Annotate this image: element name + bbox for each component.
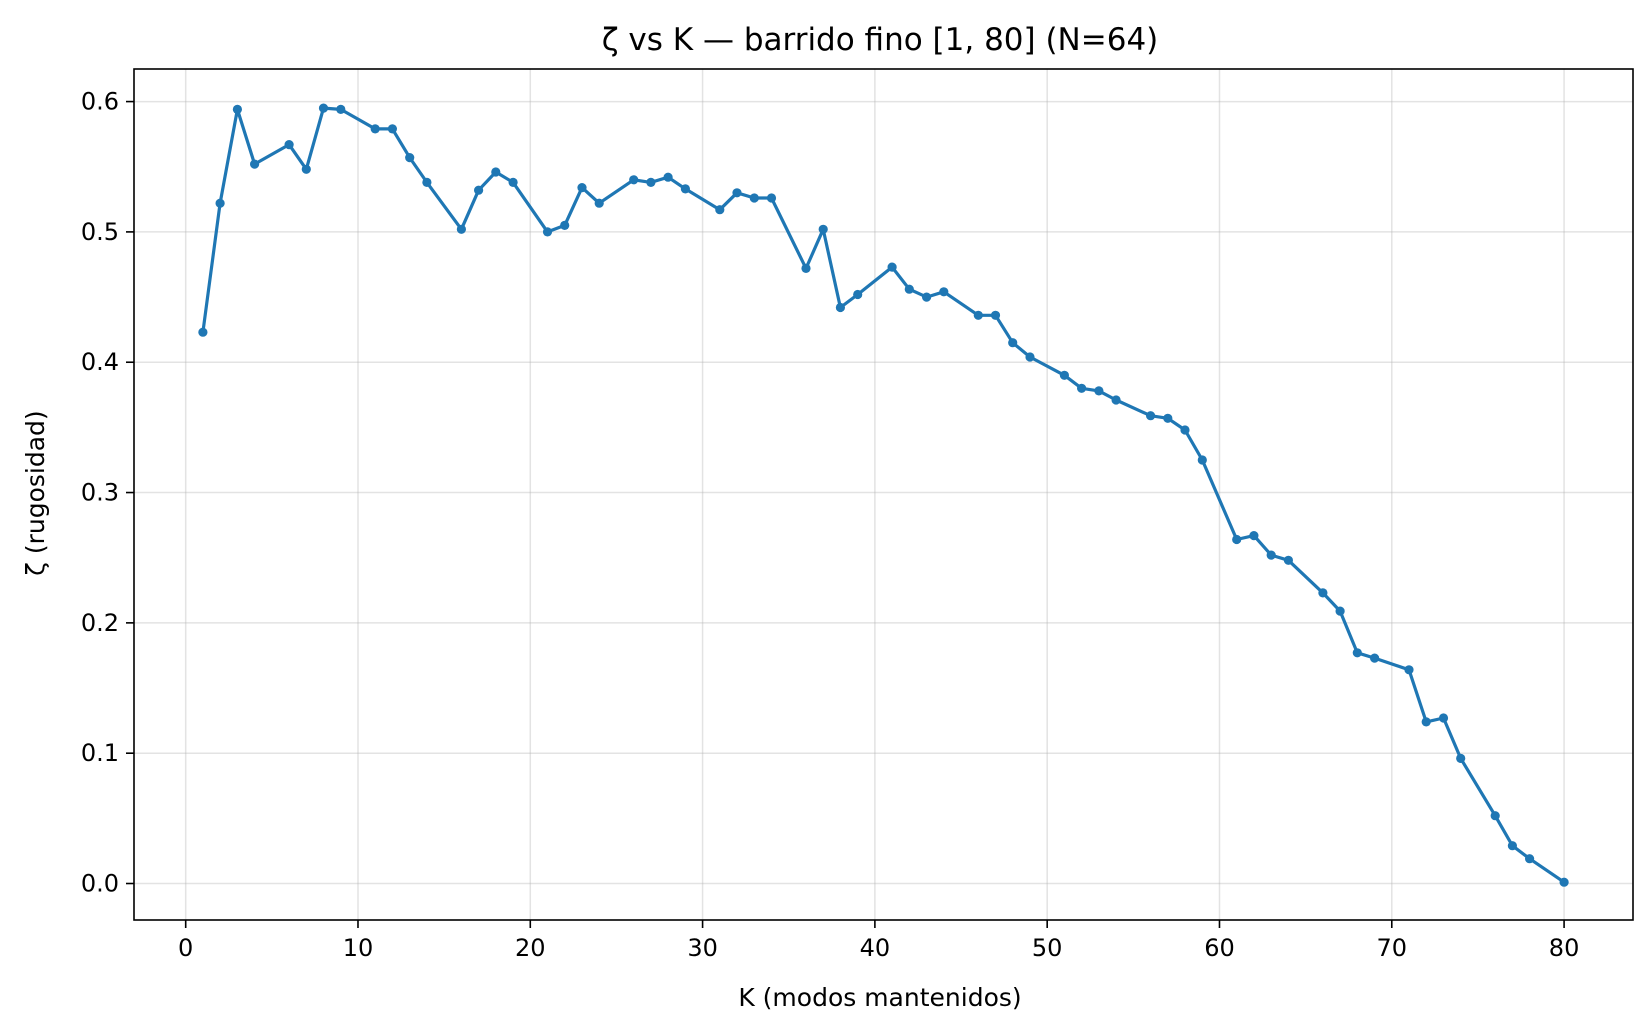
series-layer bbox=[198, 103, 1569, 887]
data-point bbox=[939, 287, 949, 297]
data-point bbox=[301, 164, 311, 174]
data-point bbox=[1163, 413, 1173, 423]
y-tick-label: 0.0 bbox=[81, 870, 119, 898]
plot-area-frame bbox=[133, 68, 1634, 921]
y-tick-label: 0.4 bbox=[81, 348, 119, 376]
data-point bbox=[1318, 588, 1328, 598]
data-point bbox=[853, 289, 863, 300]
x-tick-label: 0 bbox=[178, 934, 193, 962]
data-point bbox=[1180, 425, 1190, 435]
data-point bbox=[1404, 665, 1414, 675]
data-point bbox=[818, 224, 828, 234]
data-point bbox=[990, 310, 1001, 320]
data-point bbox=[887, 262, 897, 272]
data-point bbox=[646, 177, 656, 187]
y-tick-label: 0.1 bbox=[81, 739, 119, 767]
data-point bbox=[1059, 370, 1069, 380]
data-point bbox=[1490, 811, 1500, 821]
series-line bbox=[201, 106, 1566, 884]
x-axis-ticks: 0 10 20 30 40 50 60 70 80 bbox=[178, 920, 1579, 962]
x-tick-label: 40 bbox=[860, 934, 891, 962]
x-tick-label: 30 bbox=[687, 934, 718, 962]
data-point bbox=[1025, 352, 1035, 362]
data-point bbox=[1111, 395, 1121, 405]
data-point bbox=[1146, 411, 1156, 421]
data-point bbox=[370, 124, 380, 134]
x-tick-label: 50 bbox=[1032, 934, 1063, 962]
data-point bbox=[508, 177, 518, 187]
data-point bbox=[577, 183, 587, 193]
data-point bbox=[1008, 338, 1018, 348]
data-point bbox=[198, 327, 208, 337]
data-point bbox=[1335, 606, 1345, 616]
chart-title: ζ vs K — barrido fino [1, 80] (N=64) bbox=[602, 22, 1159, 58]
data-point bbox=[232, 104, 242, 114]
data-point bbox=[336, 104, 346, 114]
data-point bbox=[922, 292, 932, 302]
data-point bbox=[835, 302, 846, 313]
data-point bbox=[405, 153, 415, 163]
data-point bbox=[542, 227, 553, 237]
data-point bbox=[766, 193, 777, 203]
data-point bbox=[1077, 383, 1087, 393]
data-point bbox=[456, 224, 466, 234]
data-point bbox=[318, 103, 329, 113]
data-point bbox=[284, 140, 294, 150]
y-tick-label: 0.2 bbox=[81, 609, 119, 637]
grid-lines bbox=[134, 69, 1633, 920]
data-point bbox=[732, 188, 742, 198]
data-point bbox=[904, 284, 914, 294]
data-point bbox=[629, 175, 639, 185]
x-tick-label: 20 bbox=[515, 934, 546, 962]
data-point bbox=[1352, 648, 1362, 658]
data-point bbox=[250, 159, 260, 169]
y-axis-label: ζ (rugosidad) bbox=[21, 410, 50, 575]
data-point bbox=[1232, 534, 1242, 545]
data-point bbox=[1507, 841, 1517, 851]
y-tick-label: 0.6 bbox=[81, 88, 119, 116]
data-point bbox=[491, 167, 501, 177]
x-tick-label: 80 bbox=[1549, 934, 1580, 962]
data-point bbox=[1438, 713, 1449, 723]
data-point bbox=[1456, 753, 1466, 764]
data-point bbox=[422, 177, 432, 187]
x-axis-label: K (modos mantenidos) bbox=[738, 983, 1021, 1012]
x-tick-label: 60 bbox=[1204, 934, 1235, 962]
data-point bbox=[1197, 455, 1207, 465]
data-point bbox=[387, 124, 397, 134]
x-tick-label: 10 bbox=[343, 934, 374, 962]
data-point bbox=[663, 172, 673, 182]
data-point bbox=[1421, 717, 1431, 727]
y-axis-ticks: 0.0 0.1 0.2 0.3 0.4 0.5 0.6 bbox=[81, 88, 134, 898]
data-point bbox=[1559, 877, 1569, 887]
data-point bbox=[1370, 653, 1380, 663]
data-point bbox=[1283, 555, 1293, 565]
data-point bbox=[1094, 386, 1104, 396]
y-tick-label: 0.3 bbox=[81, 479, 119, 507]
data-point bbox=[594, 198, 604, 208]
x-tick-label: 70 bbox=[1377, 934, 1408, 962]
data-point bbox=[474, 185, 484, 195]
data-point bbox=[1266, 550, 1276, 560]
data-point bbox=[749, 193, 759, 203]
data-point bbox=[1249, 531, 1259, 541]
data-point bbox=[715, 205, 725, 215]
data-point bbox=[680, 184, 691, 194]
data-point bbox=[215, 198, 225, 208]
data-point bbox=[973, 310, 983, 320]
data-point bbox=[560, 220, 570, 230]
y-tick-label: 0.5 bbox=[81, 218, 119, 246]
data-point bbox=[801, 263, 811, 273]
data-point bbox=[1525, 854, 1535, 864]
